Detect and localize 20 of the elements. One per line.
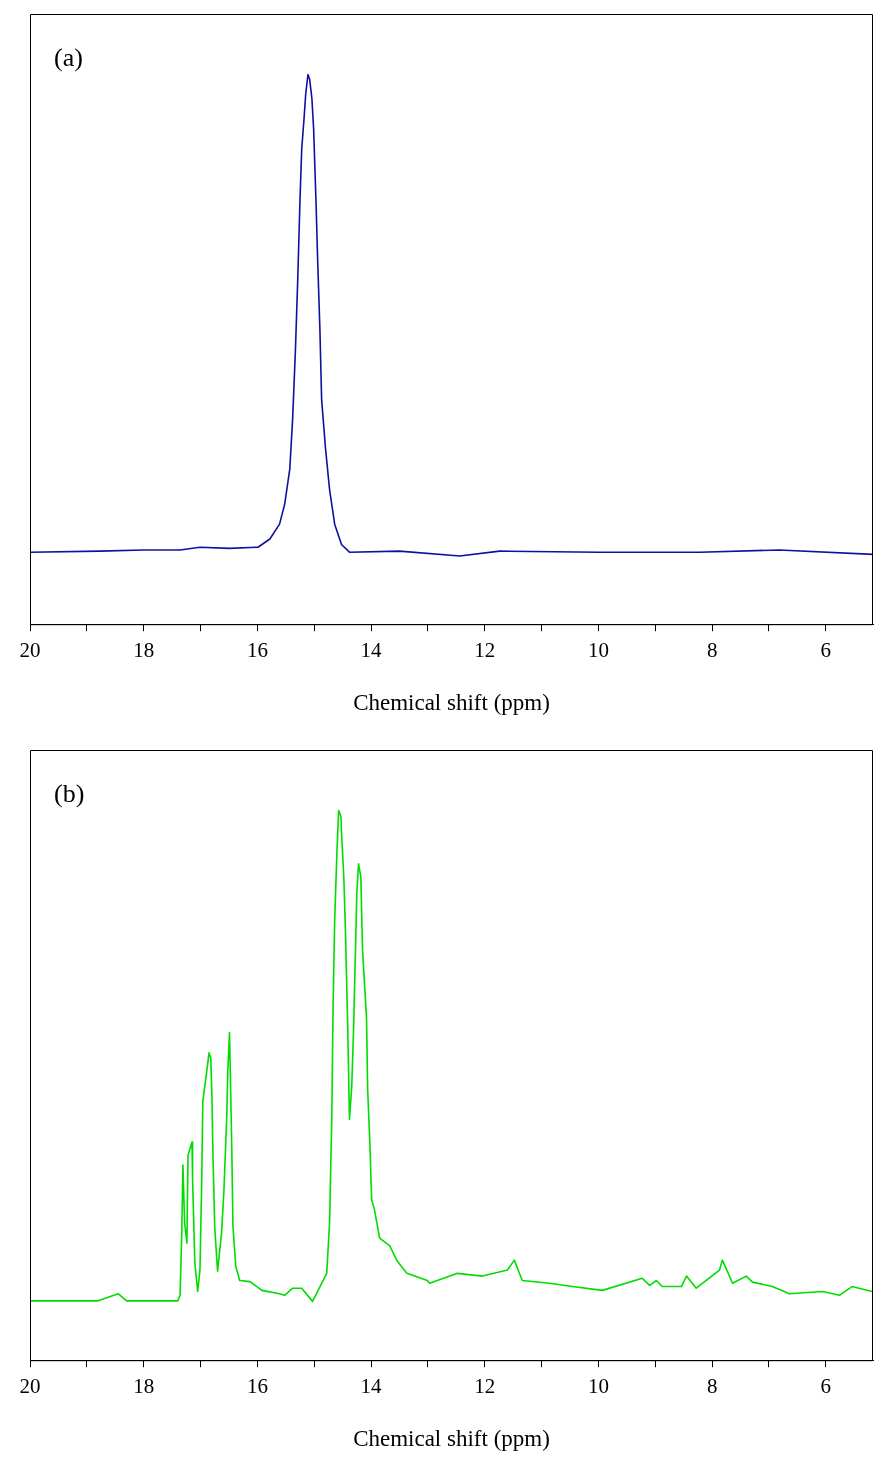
x-tick-label: 14 (360, 1374, 383, 1399)
x-tick-label: 20 (19, 1374, 41, 1399)
x-tick-label: 16 (246, 638, 268, 663)
x-tick-label: 16 (246, 1374, 268, 1399)
x-tick-label: 18 (133, 1374, 155, 1399)
x-tick-label: 12 (474, 638, 496, 663)
x-tick-label: 18 (133, 638, 155, 663)
x-tick-label: 10 (587, 638, 609, 663)
x-tick-label: 8 (706, 1374, 718, 1399)
chart-title: (b) (54, 778, 85, 808)
x-axis-title: Chemical shift (ppm) (353, 1426, 550, 1452)
chart-title: (a) (54, 42, 83, 72)
x-tick-label: 6 (820, 638, 832, 663)
x-tick-label: 8 (706, 638, 718, 663)
x-tick-label: 14 (360, 638, 383, 663)
x-tick-label: 20 (19, 638, 41, 663)
x-axis-title: Chemical shift (ppm) (353, 690, 550, 716)
x-tick-label: 12 (474, 1374, 496, 1399)
x-tick-label: 10 (587, 1374, 609, 1399)
x-tick-label: 6 (820, 1374, 832, 1399)
